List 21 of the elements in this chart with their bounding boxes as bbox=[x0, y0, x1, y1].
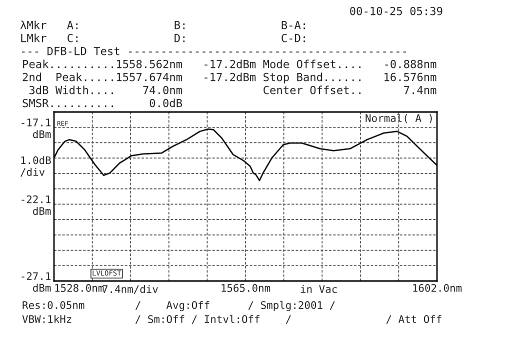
text: --- DFB-LD Test ------------------------------------------ bbox=[22, 46, 406, 56]
x-tick-label: 1528.0nm bbox=[55, 284, 104, 292]
annotation: Normal( A ) bbox=[366, 114, 432, 124]
text: λMkr A: B: B-A: bbox=[20, 20, 305, 30]
text: 3dB Width.... 74.0nm Center Offset.. 7.4nm bbox=[29, 86, 436, 94]
text: 00-10-25 05:39 bbox=[350, 6, 442, 16]
x-axis-title: 7.4nm/div bbox=[102, 284, 158, 294]
y-tick-label: -17.1 dBm bbox=[22, 118, 51, 138]
y-axis-title: 1.0dB /div bbox=[20, 156, 51, 177]
text: VBW:1kHz / Sm:Off / Intvl:Off / / Att Off bbox=[22, 314, 442, 324]
line-series bbox=[54, 128, 437, 182]
text: Peak..........1558.562nm -17.2dBm Mode Offset.... -0.888nm bbox=[23, 60, 436, 68]
text: LMkr C: D: C-D: bbox=[21, 34, 305, 42]
text: 2nd Peak.....1557.674nm -17.2dBm Stop Band...... 16.576nm bbox=[22, 72, 436, 84]
text: Res:0.05nm / Avg:Off / Smplg:2001 / bbox=[22, 300, 335, 312]
text: in Vac bbox=[300, 284, 337, 294]
text: SMSR.......... 0.0dB bbox=[22, 98, 182, 108]
y-tick-label: -27.1 dBm bbox=[22, 272, 51, 292]
x-tick-label: 1602.0nm bbox=[413, 284, 462, 292]
x-tick-label: 1565.0nm bbox=[222, 284, 270, 292]
y-tick-label: -22.1 dBm bbox=[22, 195, 51, 215]
